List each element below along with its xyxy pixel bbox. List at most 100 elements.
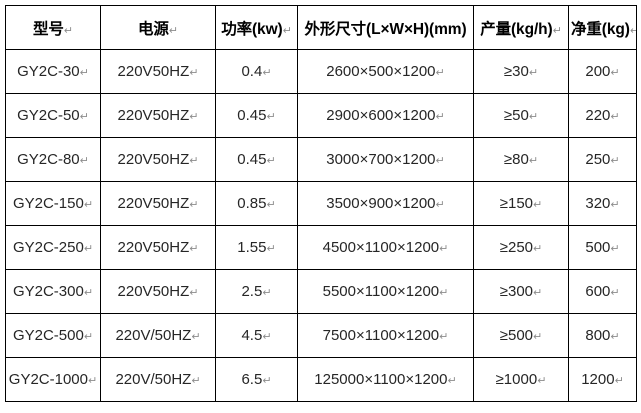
header-net-weight-label: 净重(kg) [571,20,630,38]
header-power-supply: 电源↵ [100,5,216,50]
paragraph-mark-icon: ↵ [447,375,457,387]
cell-model-value: GY2C-300 [12,283,84,300]
paragraph-mark-icon: ↵ [266,111,276,123]
cell-model: GY2C-50↵ [5,93,101,138]
header-power-kw: 功率(kw)↵ [215,5,298,50]
header-model: 型号↵ [5,5,101,50]
cell-power-supply-value: 220V50HZ [117,151,190,168]
cell-net-weight-value: 250 [585,151,611,168]
paragraph-mark-icon: ↵ [630,25,636,37]
cell-dimensions: 2900×600×1200↵ [297,93,474,138]
paragraph-mark-icon: ↵ [610,243,620,255]
cell-power-supply-value: 220V50HZ [117,283,190,300]
paragraph-mark-icon: ↵ [266,155,276,167]
table-row: GY2C-1000↵ 220V/50HZ↵ 6.5↵ 125000×1100×1… [5,357,637,402]
paragraph-mark-icon: ↵ [439,243,449,255]
cell-net-weight-value: 1200 [581,371,615,388]
paragraph-mark-icon: ↵ [189,199,199,211]
paragraph-mark-icon: ↵ [435,155,445,167]
paragraph-mark-icon: ↵ [439,287,449,299]
paragraph-mark-icon: ↵ [191,331,201,343]
paragraph-mark-icon: ↵ [610,111,620,123]
cell-power-supply: 220V/50HZ↵ [100,357,216,402]
cell-power-kw: 0.45↵ [215,93,298,138]
table-row: GY2C-50↵ 220V50HZ↵ 0.45↵ 2900×600×1200↵ … [5,93,637,138]
cell-net-weight: 320↵ [568,181,637,226]
cell-capacity-value: ≥250 [499,239,534,256]
cell-model: GY2C-150↵ [5,181,101,226]
table-row: GY2C-300↵ 220V50HZ↵ 2.5↵ 5500×1100×1200↵… [5,269,637,314]
cell-capacity-value: ≥50 [503,107,529,124]
cell-power-kw: 0.4↵ [215,49,298,94]
cell-capacity-value: ≥80 [503,151,529,168]
cell-power-supply: 220V50HZ↵ [100,137,216,182]
cell-power-kw-value: 2.5 [241,283,263,300]
cell-power-kw-value: 0.45 [237,107,267,124]
cell-dimensions: 4500×1100×1200↵ [297,225,474,270]
specification-table-container: 型号↵ 电源↵ 功率(kw)↵ 外形尺寸(L×W×H)(mm) 产量(kg/h)… [5,5,637,402]
paragraph-mark-icon: ↵ [79,67,89,79]
cell-net-weight-value: 220 [585,107,611,124]
cell-power-supply-value: 220V50HZ [117,195,190,212]
header-dimensions: 外形尺寸(L×W×H)(mm) [297,5,474,50]
cell-net-weight: 200↵ [568,49,637,94]
cell-dimensions-value: 2900×600×1200 [326,107,436,124]
cell-capacity: ≥30↵ [473,49,569,94]
paragraph-mark-icon: ↵ [79,155,89,167]
table-row: GY2C-500↵ 220V/50HZ↵ 4.5↵ 7500×1100×1200… [5,313,637,358]
paragraph-mark-icon: ↵ [63,24,74,37]
cell-power-kw: 1.55↵ [215,225,298,270]
cell-power-supply-value: 220V/50HZ [115,371,192,388]
cell-dimensions: 2600×500×1200↵ [297,49,474,94]
cell-power-supply: 220V/50HZ↵ [100,313,216,358]
cell-capacity: ≥250↵ [473,225,569,270]
cell-power-kw-value: 4.5 [241,327,263,344]
paragraph-mark-icon: ↵ [528,67,539,79]
cell-model-value: GY2C-30 [17,63,80,80]
paragraph-mark-icon: ↵ [533,243,543,255]
cell-net-weight: 1200↵ [568,357,637,402]
cell-power-supply: 220V50HZ↵ [100,269,216,314]
cell-power-kw-value: 0.45 [237,151,267,168]
cell-dimensions-value: 7500×1100×1200 [322,327,440,344]
paragraph-mark-icon: ↵ [533,331,543,343]
paragraph-mark-icon: ↵ [528,111,539,123]
paragraph-mark-icon: ↵ [435,111,445,123]
cell-capacity-value: ≥300 [499,283,534,300]
cell-model-value: GY2C-80 [17,151,80,168]
header-capacity-label: 产量(kg/h) [480,20,553,38]
paragraph-mark-icon: ↵ [537,375,547,387]
paragraph-mark-icon: ↵ [191,375,201,387]
cell-dimensions: 3500×900×1200↵ [297,181,474,226]
cell-dimensions-value: 3500×900×1200 [326,195,436,212]
cell-net-weight-value: 200 [585,63,611,80]
table-row: GY2C-150↵ 220V50HZ↵ 0.85↵ 3500×900×1200↵… [5,181,637,226]
cell-power-kw-value: 6.5 [241,371,263,388]
paragraph-mark-icon: ↵ [262,375,272,387]
paragraph-mark-icon: ↵ [435,67,445,79]
cell-model: GY2C-30↵ [5,49,101,94]
cell-power-supply-value: 220V50HZ [117,239,190,256]
cell-power-supply-value: 220V50HZ [117,63,190,80]
cell-model: GY2C-300↵ [5,269,101,314]
cell-power-supply-value: 220V/50HZ [115,327,192,344]
paragraph-mark-icon: ↵ [439,331,449,343]
table-header: 型号↵ 电源↵ 功率(kw)↵ 外形尺寸(L×W×H)(mm) 产量(kg/h)… [5,5,637,50]
cell-dimensions: 7500×1100×1200↵ [297,313,474,358]
paragraph-mark-icon: ↵ [610,199,620,211]
cell-power-supply: 220V50HZ↵ [100,225,216,270]
paragraph-mark-icon: ↵ [552,24,562,37]
cell-power-supply: 220V50HZ↵ [100,93,216,138]
paragraph-mark-icon: ↵ [266,199,276,211]
cell-power-kw-value: 1.55 [237,239,267,256]
header-capacity: 产量(kg/h)↵ [473,5,569,50]
cell-capacity-value: ≥30 [503,63,529,80]
cell-model-value: GY2C-500 [12,327,84,344]
paragraph-mark-icon: ↵ [610,331,620,343]
cell-dimensions-value: 5500×1100×1200 [322,283,440,300]
cell-power-supply: 220V50HZ↵ [100,181,216,226]
cell-net-weight: 800↵ [568,313,637,358]
cell-capacity-value: ≥150 [499,195,534,212]
paragraph-mark-icon: ↵ [610,67,620,79]
paragraph-mark-icon: ↵ [610,155,620,167]
